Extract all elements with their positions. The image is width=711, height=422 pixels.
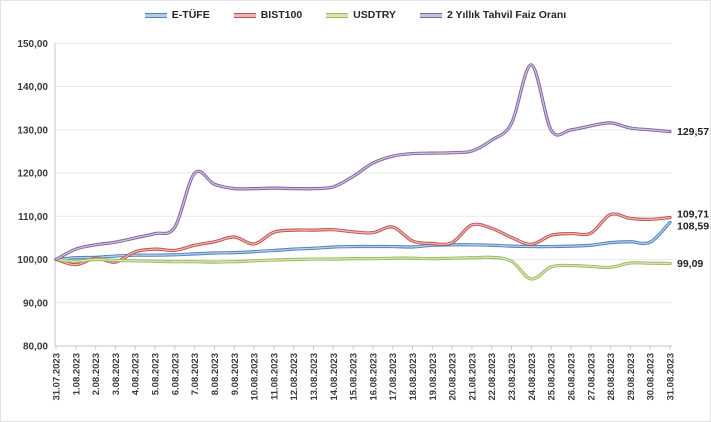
x-axis-label: 31.08.2023 bbox=[666, 353, 677, 401]
x-axis-label: 10.08.2023 bbox=[250, 353, 261, 401]
legend-label: BIST100 bbox=[260, 9, 303, 21]
x-axis-label: 18.08.2023 bbox=[408, 353, 419, 401]
x-axis-label: 8.08.2023 bbox=[210, 353, 221, 395]
x-axis-label: 25.08.2023 bbox=[547, 353, 558, 401]
series-line-core bbox=[55, 64, 671, 261]
x-axis-label: 26.08.2023 bbox=[567, 353, 578, 401]
series-end-label: 109,71 bbox=[677, 208, 709, 220]
legend-item-2-yıllık-tahvil-faiz-oranı: 2 Yıllık Tahvil Faiz Oranı bbox=[419, 9, 567, 21]
legend-label: E-TÜFE bbox=[171, 9, 210, 21]
x-axis-label: 11.08.2023 bbox=[269, 353, 280, 400]
legend-item-bist100: BIST100 bbox=[233, 9, 303, 21]
x-axis-label: 27.08.2023 bbox=[586, 353, 597, 401]
x-axis-label: 16.08.2023 bbox=[368, 353, 379, 401]
x-axis-label: 29.08.2023 bbox=[626, 353, 637, 401]
y-axis-label: 100,00 bbox=[17, 255, 48, 266]
series-line-2-yıllık-tahvil-faiz-oranı bbox=[54, 63, 672, 262]
legend-label: USDTRY bbox=[353, 9, 396, 21]
x-axis-label: 2.08.2023 bbox=[91, 353, 102, 395]
x-axis-label: 7.08.2023 bbox=[190, 353, 201, 395]
y-axis-label: 150,00 bbox=[17, 39, 48, 50]
x-axis-label: 15.08.2023 bbox=[349, 353, 360, 401]
series-end-label: 99,09 bbox=[677, 258, 703, 270]
x-axis-label: 28.08.2023 bbox=[606, 353, 617, 401]
x-axis-label: 31.07.2023 bbox=[52, 353, 63, 401]
legend-line-marker-icon bbox=[144, 13, 167, 18]
x-axis-label: 24.08.2023 bbox=[527, 353, 538, 401]
x-axis-label: 19.08.2023 bbox=[428, 353, 439, 401]
x-axis-label: 3.08.2023 bbox=[111, 353, 122, 395]
x-axis-label: 23.08.2023 bbox=[507, 353, 518, 401]
x-axis-label: 30.08.2023 bbox=[646, 353, 657, 401]
x-axis-label: 22.08.2023 bbox=[487, 353, 498, 401]
x-axis-label: 4.08.2023 bbox=[131, 353, 142, 395]
legend-item-usdtry: USDTRY bbox=[326, 10, 396, 21]
x-axis-label: 6.08.2023 bbox=[170, 353, 181, 395]
x-axis-label: 17.08.2023 bbox=[388, 353, 399, 401]
legend-item-e-tüfe: E-TÜFE bbox=[144, 9, 210, 21]
series-line-e-tüfe bbox=[54, 220, 672, 262]
legend: E-TÜFE BIST100 USDTRY 2 Yıllık Tahvil Faiz … bbox=[1, 10, 710, 21]
legend-line-marker-icon bbox=[419, 13, 442, 18]
legend-line-marker-icon bbox=[233, 13, 256, 18]
series-line-usdtry bbox=[54, 255, 672, 281]
x-axis-label: 5.08.2023 bbox=[151, 353, 162, 395]
y-axis-label: 110,00 bbox=[18, 212, 48, 223]
series-line-core bbox=[55, 256, 671, 280]
series-end-label: 108,59 bbox=[677, 220, 709, 232]
y-axis-label: 90,00 bbox=[23, 298, 48, 309]
y-axis-label: 140,00 bbox=[17, 82, 48, 93]
x-axis-label: 14.08.2023 bbox=[329, 353, 340, 401]
x-axis-label: 9.08.2023 bbox=[230, 353, 241, 395]
legend-line-marker-icon bbox=[326, 13, 349, 18]
y-axis-label: 80,00 bbox=[23, 342, 48, 353]
series-line-core bbox=[55, 221, 671, 261]
series-end-label: 129,57 bbox=[677, 126, 709, 138]
x-axis-label: 1.08.2023 bbox=[71, 353, 82, 395]
legend-label: 2 Yıllık Tahvil Faiz Oranı bbox=[446, 9, 567, 21]
y-axis-label: 130,00 bbox=[17, 125, 48, 136]
y-axis-label: 120,00 bbox=[17, 169, 48, 180]
x-axis-label: 21.08.2023 bbox=[467, 353, 478, 401]
x-axis-label: 12.08.2023 bbox=[289, 353, 300, 401]
x-axis-label: 13.08.2023 bbox=[309, 353, 320, 401]
x-axis-label: 20.08.2023 bbox=[448, 353, 459, 401]
series-line-core bbox=[55, 213, 671, 266]
